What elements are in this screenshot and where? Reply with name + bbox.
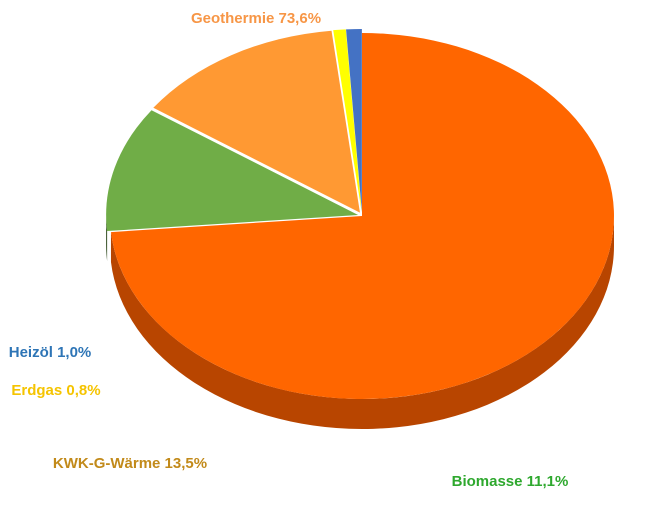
label-heizoel: Heizöl 1,0%	[9, 344, 92, 361]
slice-kwk-g-w-rme	[153, 30, 360, 213]
slice-erdgas	[333, 29, 362, 213]
label-erdgas: Erdgas 0,8%	[11, 382, 100, 399]
label-biomasse: Biomasse 11,1%	[452, 473, 569, 490]
label-geothermie: Geothermie 73,6%	[191, 10, 321, 27]
slice-geothermie	[110, 33, 614, 399]
slice-side-geothermie	[110, 216, 615, 430]
slice-heiz-l	[346, 29, 362, 213]
label-kwk-g-waerme: KWK-G-Wärme 13,5%	[53, 455, 207, 472]
slice-biomasse	[106, 110, 359, 232]
slice-side-biomasse	[106, 214, 108, 262]
